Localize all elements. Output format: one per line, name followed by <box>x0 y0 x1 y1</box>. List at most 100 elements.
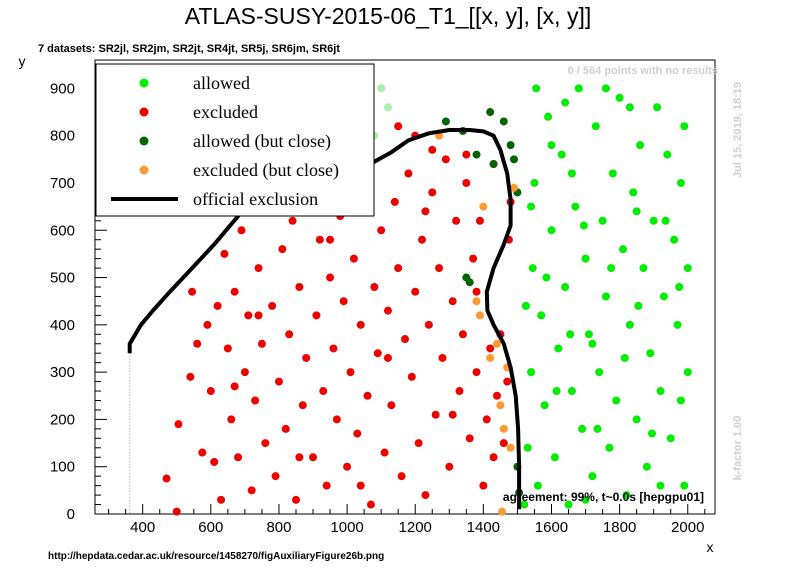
point-excluded <box>438 353 447 362</box>
point-allowed <box>653 103 662 112</box>
point-excluded <box>213 301 222 310</box>
point-excluded <box>428 188 437 197</box>
point-allowed <box>646 349 655 358</box>
y-tick-label: 300 <box>50 364 75 381</box>
point-allowed <box>615 93 624 102</box>
point-allowed <box>527 368 536 377</box>
x-tick-label: 800 <box>266 519 291 536</box>
point-allowed <box>649 216 658 225</box>
point-excluded <box>435 264 444 273</box>
timestamp-note: Jul 15, 2019, 18:19 <box>732 82 744 178</box>
legend-label: official exclusion <box>193 189 318 209</box>
point-allowed <box>625 320 634 329</box>
point-allowed-but-close <box>441 117 450 126</box>
kfactor-note: k-factor 1.00 <box>732 416 744 481</box>
point-excluded <box>492 391 501 400</box>
point-excluded <box>428 145 437 154</box>
point-allowed <box>557 150 566 159</box>
x-axis-label: x <box>707 539 714 555</box>
point-excluded <box>302 353 311 362</box>
point-excluded <box>186 372 195 381</box>
point-excluded-but-close <box>486 353 495 362</box>
exclusion-line-layer <box>127 128 522 514</box>
point-excluded <box>390 197 399 206</box>
point-allowed <box>521 301 530 310</box>
point-allowed <box>625 103 634 112</box>
x-tick-label: 2000 <box>671 519 704 536</box>
point-allowed <box>579 221 588 230</box>
point-allowed <box>564 500 573 509</box>
point-allowed <box>634 301 643 310</box>
point-allowed <box>663 150 672 159</box>
legend-marker-swatch <box>139 165 149 175</box>
point-excluded <box>220 249 229 258</box>
point-excluded <box>448 297 457 306</box>
point-allowed <box>680 481 689 490</box>
point-allowed <box>666 434 675 443</box>
point-allowed <box>622 491 631 500</box>
point-allowed <box>532 84 541 93</box>
point-excluded <box>278 245 287 254</box>
point-excluded-but-close <box>496 401 505 410</box>
agreement-note: agreement: 99%, t~0.0s [hepgpu01] <box>503 490 704 504</box>
point-allowed <box>593 424 602 433</box>
point-allowed <box>527 202 536 211</box>
point-allowed <box>601 292 610 301</box>
point-allowed <box>619 245 628 254</box>
point-allowed <box>659 292 668 301</box>
point-allowed <box>523 443 532 452</box>
point-allowed <box>547 141 556 150</box>
point-excluded <box>475 216 484 225</box>
point-excluded <box>363 391 372 400</box>
point-excluded <box>486 344 495 353</box>
point-excluded <box>227 415 236 424</box>
point-excluded <box>234 453 243 462</box>
axis-ticks: 400 600 800 1000 1200 1400 1600 1800 2000 0 100 200… <box>50 68 706 536</box>
point-excluded <box>373 349 382 358</box>
y-tick-label: 900 <box>50 80 75 97</box>
y-tick-label: 200 <box>50 411 75 428</box>
point-excluded <box>257 339 266 348</box>
point-allowed <box>542 273 551 282</box>
legend-marker-swatch <box>139 136 149 146</box>
y-tick-label: 100 <box>50 459 75 476</box>
point-excluded-but-close <box>475 311 484 320</box>
point-allowed <box>683 264 692 273</box>
legend-label: excluded (but close) <box>193 160 339 181</box>
point-allowed <box>629 188 638 197</box>
point-allowed <box>584 330 593 339</box>
point-excluded <box>254 264 263 273</box>
point-allowed <box>632 415 641 424</box>
point-allowed <box>656 387 665 396</box>
y-tick-label: 400 <box>50 317 75 334</box>
point-excluded <box>452 216 461 225</box>
point-excluded <box>418 235 427 244</box>
point-excluded <box>356 320 365 329</box>
point-allowed-but-close <box>465 278 474 287</box>
point-excluded <box>397 472 406 481</box>
point-excluded <box>401 335 409 344</box>
point-allowed <box>537 311 546 320</box>
point-excluded <box>309 453 318 462</box>
point-excluded <box>479 481 488 490</box>
point-excluded <box>172 507 181 516</box>
point-excluded <box>217 495 226 504</box>
point-excluded <box>407 372 416 381</box>
point-allowed <box>680 122 689 131</box>
point-excluded <box>268 301 277 310</box>
point-excluded <box>332 415 341 424</box>
point-allowed-but-close <box>489 160 498 169</box>
y-tick-label: 500 <box>50 270 75 287</box>
point-allowed <box>636 141 645 150</box>
datasets-note: 7 datasets: SR2jl, SR2jm, SR2jt, SR4jt, … <box>38 43 340 55</box>
x-tick-label: 600 <box>198 519 223 536</box>
point-excluded <box>356 481 365 490</box>
y-tick-label: 700 <box>50 175 75 192</box>
point-excluded <box>319 387 328 396</box>
point-excluded <box>370 283 379 291</box>
point-allowed <box>533 481 542 490</box>
point-excluded <box>281 424 290 433</box>
point-excluded <box>271 472 280 481</box>
point-allowed <box>561 98 570 107</box>
